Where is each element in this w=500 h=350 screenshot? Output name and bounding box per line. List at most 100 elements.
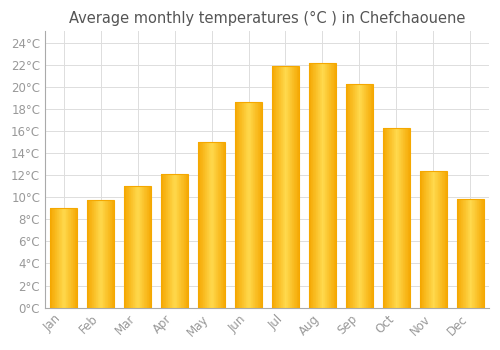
Bar	[346, 84, 347, 308]
Bar	[456, 199, 457, 308]
Bar	[234, 102, 236, 308]
Bar	[358, 84, 359, 308]
Bar	[69, 208, 70, 308]
Bar	[234, 102, 262, 308]
Bar	[50, 208, 51, 308]
Bar	[134, 186, 135, 308]
Bar	[219, 142, 220, 308]
Bar	[352, 84, 353, 308]
Bar	[392, 127, 393, 308]
Bar	[242, 102, 243, 308]
Bar	[390, 127, 391, 308]
Bar	[254, 102, 256, 308]
Bar	[238, 102, 239, 308]
Bar	[202, 142, 203, 308]
Bar	[50, 208, 78, 308]
Bar	[426, 171, 427, 308]
Bar	[364, 84, 365, 308]
Bar	[130, 186, 132, 308]
Bar	[250, 102, 252, 308]
Bar	[201, 142, 202, 308]
Bar	[368, 84, 369, 308]
Bar	[137, 186, 138, 308]
Bar	[425, 171, 426, 308]
Bar	[198, 142, 226, 308]
Bar	[399, 127, 400, 308]
Bar	[324, 63, 325, 308]
Bar	[284, 66, 285, 308]
Bar	[277, 66, 278, 308]
Bar	[480, 199, 481, 308]
Bar	[435, 171, 436, 308]
Bar	[86, 201, 115, 308]
Bar	[312, 63, 313, 308]
Bar	[322, 63, 323, 308]
Bar	[405, 127, 406, 308]
Bar	[127, 186, 128, 308]
Bar	[91, 201, 92, 308]
Bar	[462, 199, 463, 308]
Bar	[483, 199, 484, 308]
Bar	[236, 102, 238, 308]
Bar	[458, 199, 460, 308]
Bar	[160, 174, 188, 308]
Bar	[109, 201, 110, 308]
Bar	[370, 84, 371, 308]
Bar	[363, 84, 364, 308]
Bar	[313, 63, 314, 308]
Bar	[110, 201, 111, 308]
Bar	[234, 102, 262, 308]
Bar	[440, 171, 441, 308]
Bar	[88, 201, 89, 308]
Bar	[471, 199, 472, 308]
Bar	[473, 199, 474, 308]
Bar	[139, 186, 140, 308]
Bar	[107, 201, 108, 308]
Bar	[420, 171, 421, 308]
Bar	[247, 102, 248, 308]
Bar	[140, 186, 141, 308]
Bar	[310, 63, 312, 308]
Bar	[348, 84, 349, 308]
Bar	[371, 84, 372, 308]
Bar	[316, 63, 317, 308]
Bar	[382, 127, 410, 308]
Bar	[391, 127, 392, 308]
Bar	[293, 66, 294, 308]
Bar	[439, 171, 440, 308]
Bar	[142, 186, 143, 308]
Bar	[290, 66, 291, 308]
Bar	[54, 208, 56, 308]
Bar	[67, 208, 68, 308]
Bar	[100, 201, 102, 308]
Bar	[351, 84, 352, 308]
Bar	[460, 199, 462, 308]
Bar	[217, 142, 218, 308]
Bar	[143, 186, 144, 308]
Bar	[170, 174, 171, 308]
Bar	[382, 127, 410, 308]
Bar	[50, 208, 78, 308]
Bar	[249, 102, 250, 308]
Bar	[434, 171, 435, 308]
Bar	[335, 63, 336, 308]
Bar	[214, 142, 215, 308]
Bar	[464, 199, 465, 308]
Bar	[437, 171, 438, 308]
Bar	[319, 63, 320, 308]
Bar	[185, 174, 186, 308]
Bar	[176, 174, 178, 308]
Bar	[420, 171, 448, 308]
Bar	[138, 186, 139, 308]
Bar	[182, 174, 183, 308]
Bar	[141, 186, 142, 308]
Bar	[350, 84, 351, 308]
Bar	[308, 63, 336, 308]
Bar	[274, 66, 275, 308]
Bar	[279, 66, 280, 308]
Bar	[396, 127, 397, 308]
Bar	[407, 127, 408, 308]
Bar	[86, 201, 115, 308]
Bar	[331, 63, 332, 308]
Bar	[315, 63, 316, 308]
